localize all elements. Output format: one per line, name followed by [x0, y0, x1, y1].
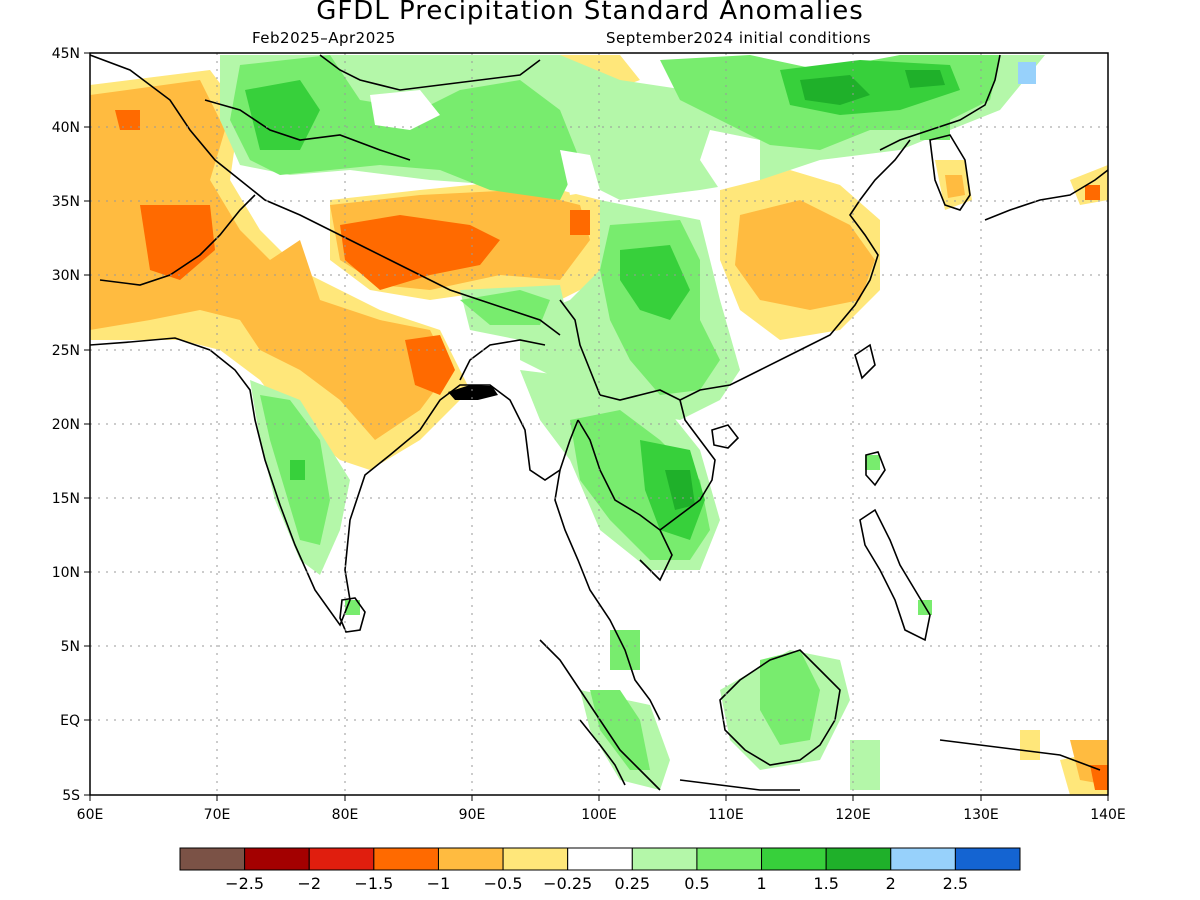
colorbar-swatch	[373, 847, 439, 871]
lon-label: 120E	[835, 807, 871, 823]
lat-label: 10N	[52, 565, 80, 581]
colorbar-label: 1.5	[813, 874, 838, 893]
colorbar-label: −1.5	[354, 874, 393, 893]
longitude-labels: 60E 70E 80E 90E 100E 110E 120E 130E 140E	[77, 807, 1126, 823]
lat-label: 5N	[61, 639, 80, 655]
lon-label: 100E	[581, 807, 617, 823]
anomaly-shading-dry	[90, 80, 1108, 785]
colorbar-swatch	[761, 847, 827, 871]
colorbar-swatch	[179, 847, 246, 871]
colorbar-swatch	[631, 847, 698, 871]
lon-label: 140E	[1090, 807, 1126, 823]
anomaly-shading-wet-very-strong	[665, 70, 945, 510]
tick-marks	[84, 52, 1109, 801]
anomaly-shading-wet	[230, 55, 1000, 770]
ganges-delta-coast	[448, 385, 498, 400]
colorbar-label: 1	[756, 874, 766, 893]
colorbar-label: 2.5	[943, 874, 968, 893]
colorbar-label: −2	[297, 874, 321, 893]
colorbar-swatch	[890, 847, 956, 871]
lon-label: 90E	[459, 807, 486, 823]
lat-label: 30N	[52, 268, 80, 284]
colorbar-label: −0.5	[484, 874, 523, 893]
lat-label: 15N	[52, 491, 80, 507]
lat-label: 45N	[52, 46, 80, 62]
anomaly-field	[90, 55, 1108, 795]
colorbar-label: 0.5	[684, 874, 709, 893]
colorbar-label: 2	[886, 874, 896, 893]
colorbar-label: −0.25	[543, 874, 592, 893]
coastlines-and-borders	[90, 54, 1108, 791]
colorbar-label: −2.5	[225, 874, 264, 893]
anomaly-shading-light-blue	[1018, 62, 1036, 84]
lat-label: 25N	[52, 343, 80, 359]
colorbar-swatch	[954, 847, 1021, 871]
gridlines	[90, 53, 1108, 795]
near-zero-areas	[370, 90, 760, 640]
lon-label: 60E	[77, 807, 104, 823]
initial-conditions: September2024 initial conditions	[606, 29, 872, 47]
colorbar-swatch	[567, 847, 633, 871]
lon-label: 70E	[204, 807, 231, 823]
colorbar-swatch	[244, 847, 310, 871]
colorbar-swatch	[825, 847, 892, 871]
colorbar: −2.5 −2 −1.5 −1 −0.5 −0.25 0.25 0.5 1 1.5 2 2.5	[179, 847, 1021, 893]
lat-label: 5S	[62, 788, 80, 804]
forecast-period: Feb2025–Apr2025	[252, 29, 396, 47]
colorbar-swatch	[308, 847, 375, 871]
latitude-labels: 45N 40N 35N 30N 25N 20N 15N 10N 5N EQ 5S	[52, 46, 80, 804]
lat-label: EQ	[60, 713, 80, 729]
colorbar-swatch	[502, 847, 569, 871]
colorbar-label: −1	[427, 874, 451, 893]
colorbar-label: 0.25	[614, 874, 650, 893]
colorbar-swatch	[696, 847, 763, 871]
lat-label: 20N	[52, 417, 80, 433]
lon-label: 110E	[708, 807, 744, 823]
map-title: GFDL Precipitation Standard Anomalies	[316, 0, 864, 26]
colorbar-swatch	[437, 847, 504, 871]
lat-label: 40N	[52, 120, 80, 136]
lon-label: 130E	[963, 807, 999, 823]
lat-label: 35N	[52, 194, 80, 210]
lon-label: 80E	[332, 807, 359, 823]
